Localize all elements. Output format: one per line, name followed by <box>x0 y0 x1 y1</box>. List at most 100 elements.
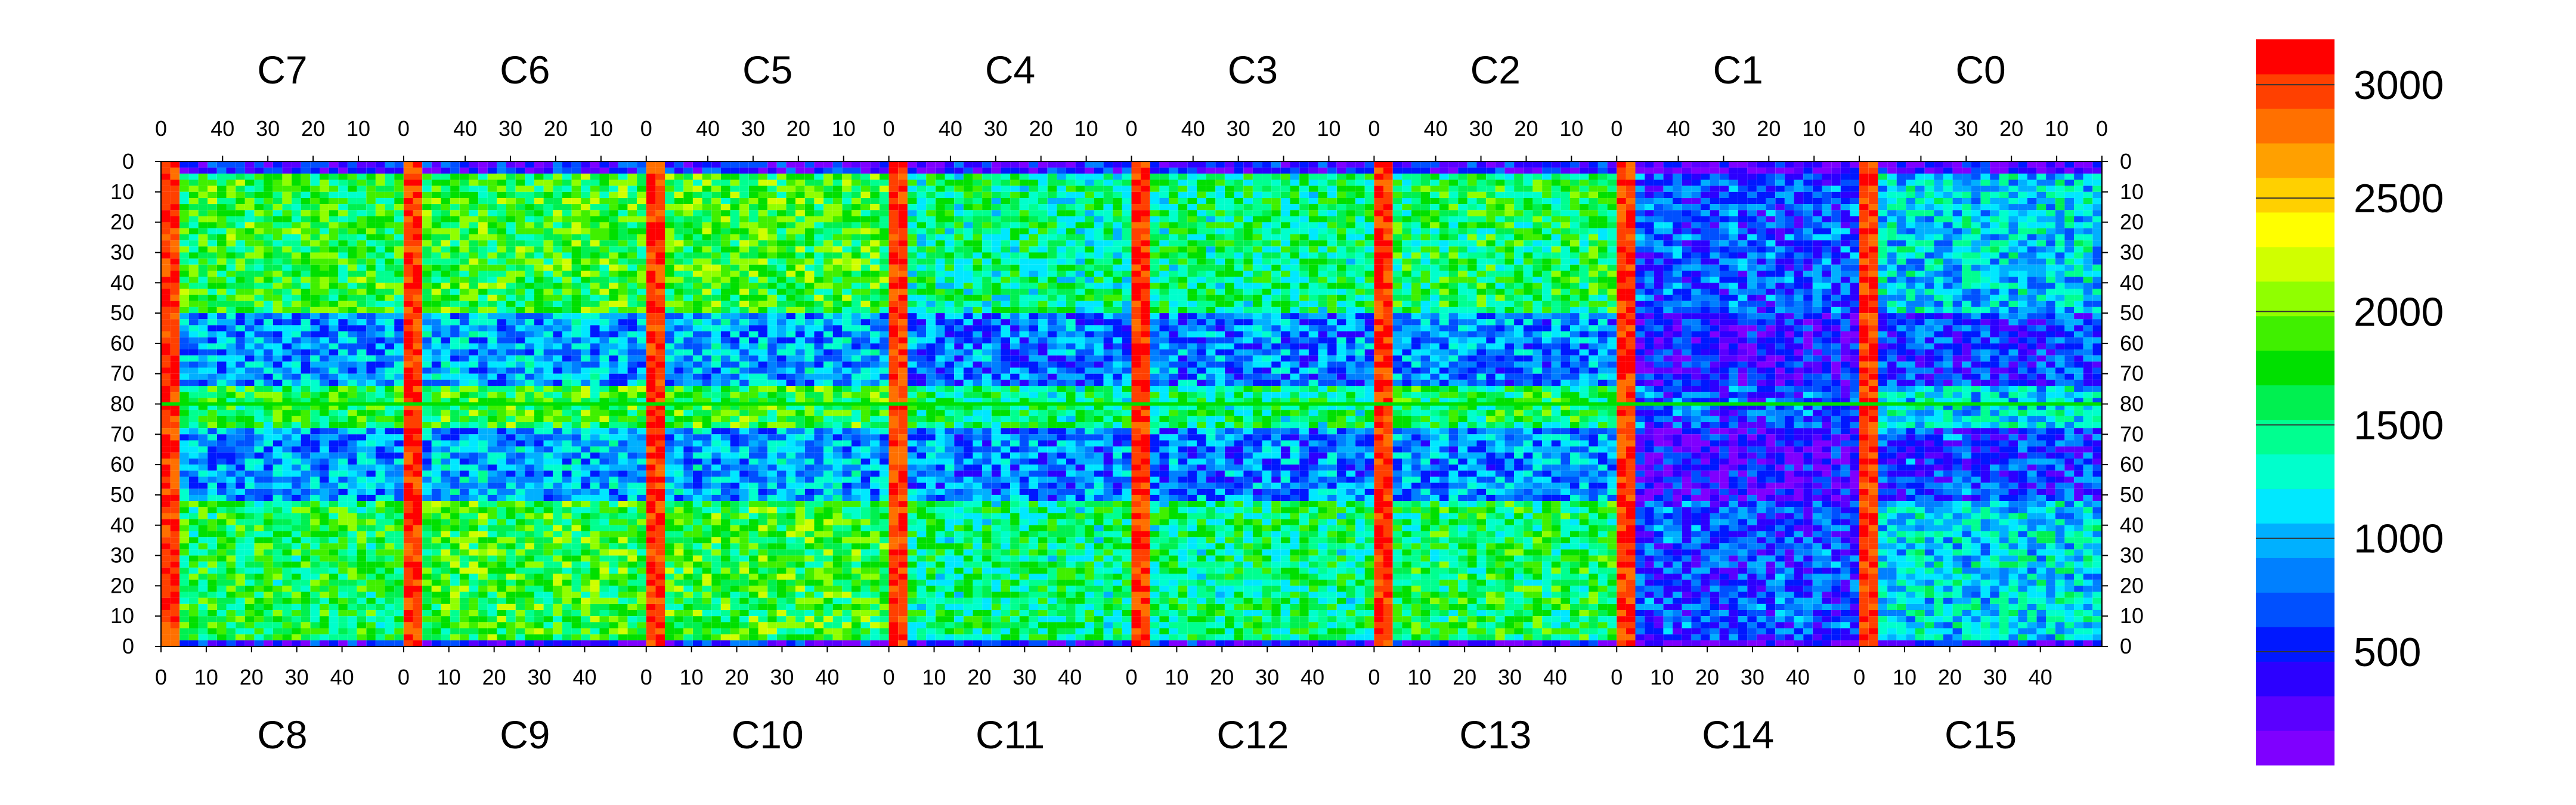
heat-cell <box>543 349 553 356</box>
heat-cell <box>973 319 983 326</box>
heat-cell <box>1094 398 1104 404</box>
heat-cell <box>208 240 217 247</box>
heat-cell <box>1001 386 1010 392</box>
heat-cell <box>991 398 1001 404</box>
heat-cell <box>1159 277 1169 283</box>
heat-cell <box>310 355 320 362</box>
heat-cell <box>786 373 796 380</box>
heat-cell <box>366 191 376 198</box>
heat-cell <box>497 392 506 398</box>
heat-cell <box>515 349 525 356</box>
heat-cell <box>963 337 973 343</box>
heat-cell <box>459 174 469 180</box>
heat-cell <box>674 162 684 168</box>
heat-cell <box>991 204 1001 210</box>
heat-cell <box>1075 204 1085 210</box>
heat-cell <box>179 246 189 253</box>
heat-cell <box>1047 398 1057 404</box>
heat-cell <box>795 306 805 314</box>
heat-cell <box>870 301 880 307</box>
heat-cell <box>945 240 955 247</box>
heat-cell <box>161 306 171 314</box>
heat-cell <box>244 204 255 210</box>
heat-cell <box>1066 313 1076 320</box>
heat-cell <box>375 331 385 338</box>
heat-cell <box>236 306 245 314</box>
heat-cell <box>1178 240 1188 247</box>
heat-cell <box>1103 174 1113 180</box>
heat-cell <box>534 306 544 314</box>
heat-cell <box>1271 216 1281 222</box>
heat-cell <box>1057 367 1066 374</box>
heat-cell <box>581 319 590 326</box>
heat-cell <box>832 252 843 259</box>
heat-cell <box>748 289 758 295</box>
heat-cell <box>1327 270 1337 277</box>
heat-cell <box>1085 252 1094 259</box>
heat-cell <box>1187 277 1197 283</box>
heat-cell <box>1262 252 1272 259</box>
heat-cell <box>1085 373 1094 380</box>
heat-cell <box>590 289 600 295</box>
heat-cell <box>441 319 451 326</box>
heat-cell <box>170 174 180 180</box>
right-tick-label: 80 <box>2120 392 2144 416</box>
heat-cell <box>413 325 423 332</box>
heat-cell <box>254 240 264 247</box>
heat-cell <box>1085 258 1094 265</box>
heat-cell <box>441 191 451 198</box>
heat-cell <box>571 185 581 192</box>
heat-cell <box>179 386 189 392</box>
heat-cell <box>1225 228 1234 234</box>
heat-cell <box>609 264 618 271</box>
heat-cell <box>487 306 497 314</box>
heat-cell <box>786 313 796 320</box>
heat-cell <box>1038 174 1048 180</box>
heat-cell <box>1187 252 1197 259</box>
heat-cell <box>264 313 273 320</box>
heat-cell <box>366 386 376 392</box>
heat-cell <box>973 379 983 386</box>
heat-cell <box>1075 191 1085 198</box>
heat-cell <box>292 325 301 332</box>
heat-cell <box>562 325 572 332</box>
heat-cell <box>1187 210 1197 216</box>
heat-cell <box>870 252 880 259</box>
heat-cell <box>1299 289 1309 295</box>
heat-cell <box>618 258 628 265</box>
heat-cell <box>842 168 852 174</box>
heat-cell <box>226 191 236 198</box>
heat-cell <box>748 337 758 343</box>
heat-cell <box>338 379 348 386</box>
heat-cell <box>506 313 516 320</box>
heat-cell <box>301 386 311 392</box>
heat-cell <box>581 398 590 404</box>
heat-cell <box>1346 222 1355 228</box>
heat-cell <box>562 174 572 180</box>
heat-cell <box>599 246 609 253</box>
heat-cell <box>1038 185 1048 192</box>
heat-cell <box>870 373 880 380</box>
heat-cell <box>590 349 600 356</box>
heat-cell <box>310 349 320 356</box>
heat-cell <box>935 222 945 228</box>
heat-cell <box>1019 398 1029 404</box>
heat-cell <box>804 277 815 283</box>
heat-cell <box>739 355 749 362</box>
heat-cell <box>161 198 171 205</box>
heat-cell <box>198 277 208 283</box>
heat-cell <box>244 246 255 253</box>
heat-cell <box>1047 289 1057 295</box>
heat-cell <box>320 174 329 180</box>
heat-cell <box>1019 277 1029 283</box>
heat-cell <box>870 398 880 404</box>
heat-cell <box>804 379 815 386</box>
heat-cell <box>525 313 534 320</box>
heat-cell <box>609 313 618 320</box>
heat-cell <box>1047 222 1057 228</box>
heat-cell <box>795 210 805 216</box>
heat-cell <box>1038 240 1048 247</box>
heat-cell <box>758 252 768 259</box>
heat-cell <box>982 277 992 283</box>
heat-cell <box>888 185 899 192</box>
